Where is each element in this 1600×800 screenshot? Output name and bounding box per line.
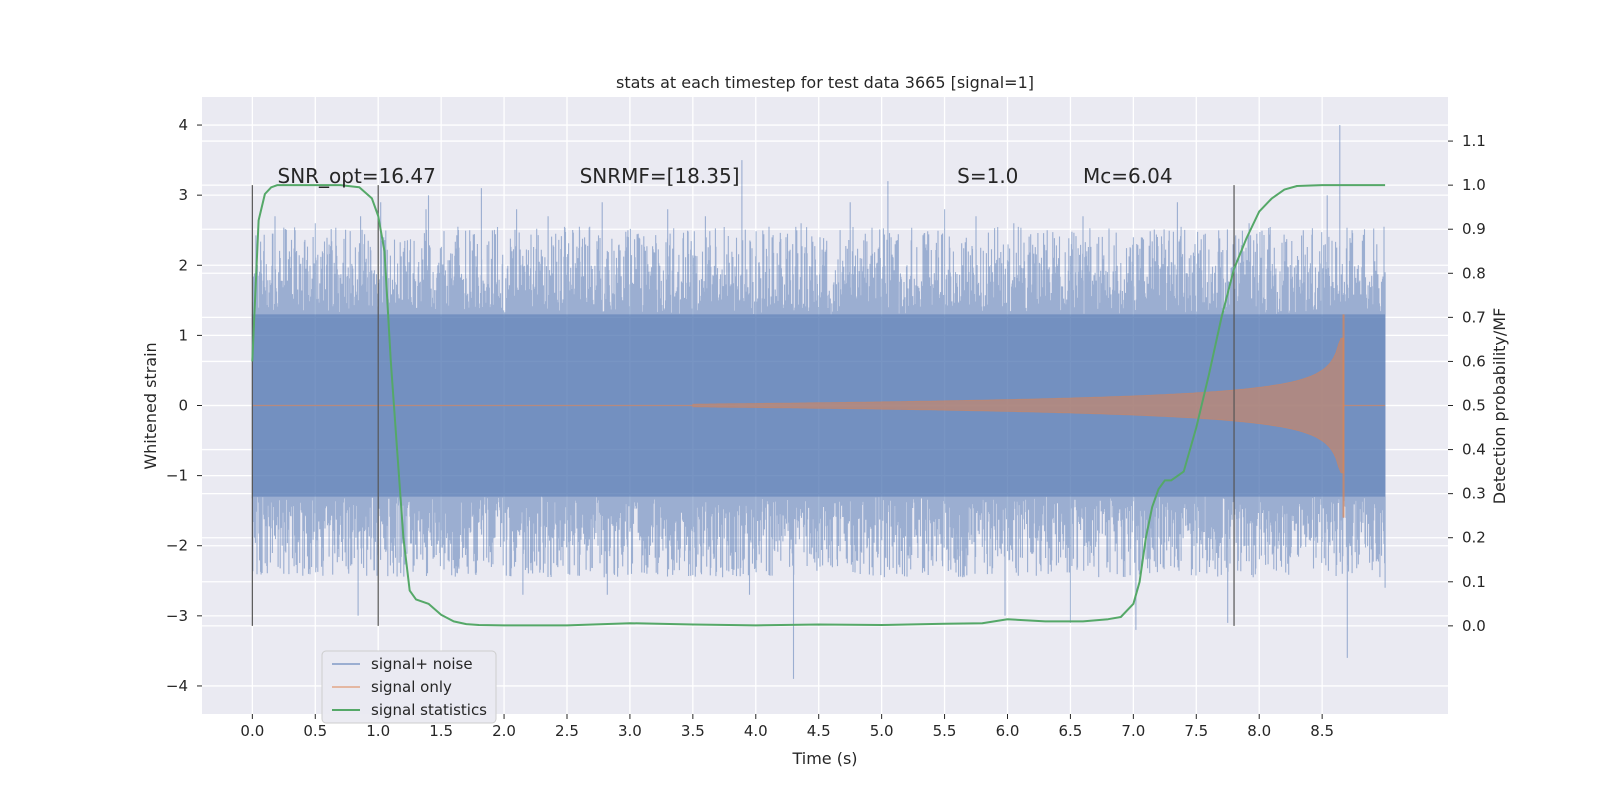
y-tick-label-8: −4 xyxy=(166,677,188,695)
series-signal-statistics xyxy=(251,184,1386,627)
series-signal-only xyxy=(252,314,1386,518)
y2-tick-label-4: 0.7 xyxy=(1462,308,1486,326)
annotation-2: S=1.0 xyxy=(957,164,1018,188)
y-tick-label-2: 2 xyxy=(178,256,188,274)
legend-box xyxy=(321,650,497,724)
legend-label-signal-only: signal only xyxy=(371,678,452,696)
x-tick-label-3: 1.5 xyxy=(429,722,453,740)
y-tick-label-7: −3 xyxy=(166,607,188,625)
y2-tick-label-5: 0.6 xyxy=(1462,352,1486,370)
annotation-0: SNR_opt=16.47 xyxy=(278,164,436,188)
y-axis-ticks: 4 3 2 1 0 −1 −2 −3 −4 xyxy=(166,116,202,695)
x-tick-label-8: 4.0 xyxy=(744,722,768,740)
stats-line xyxy=(251,184,1386,627)
x-tick-label-5: 2.5 xyxy=(555,722,579,740)
y2-tick-label-10: 0.1 xyxy=(1462,573,1486,591)
x-tick-label-16: 8.0 xyxy=(1247,722,1271,740)
y-axis-label: Whitened strain xyxy=(141,342,160,469)
x-tick-label-17: 8.5 xyxy=(1310,722,1334,740)
y2-tick-label-1: 1.0 xyxy=(1462,176,1486,194)
x-axis-label: Time (s) xyxy=(791,749,857,768)
y2-tick-label-9: 0.2 xyxy=(1462,529,1486,547)
x-tick-label-6: 3.0 xyxy=(618,722,642,740)
x-tick-label-13: 6.5 xyxy=(1058,722,1082,740)
vertical-markers xyxy=(251,185,1235,626)
x-tick-label-4: 2.0 xyxy=(492,722,516,740)
y-tick-label-3: 1 xyxy=(178,326,188,344)
legend-label-signal-statistics: signal statistics xyxy=(371,701,487,719)
x-tick-label-9: 4.5 xyxy=(807,722,831,740)
y2-tick-label-11: 0.0 xyxy=(1462,617,1486,635)
x-tick-label-11: 5.5 xyxy=(933,722,957,740)
x-tick-label-10: 5.0 xyxy=(870,722,894,740)
y2-tick-label-8: 0.3 xyxy=(1462,485,1486,503)
annotation-1: SNRMF=[18.35] xyxy=(580,164,740,188)
x-tick-label-12: 6.0 xyxy=(996,722,1020,740)
legend-label-signal-noise: signal+ noise xyxy=(371,655,473,673)
annotations: SNR_opt=16.47 SNRMF=[18.35] S=1.0 Mc=6.04 xyxy=(278,164,1173,188)
y2-tick-label-2: 0.9 xyxy=(1462,220,1486,238)
y-tick-label-6: −2 xyxy=(166,537,188,555)
y2-tick-label-3: 0.8 xyxy=(1462,264,1486,282)
chart-title: stats at each timestep for test data 366… xyxy=(616,73,1034,92)
x-tick-label-2: 1.0 xyxy=(366,722,390,740)
y-tick-label-5: −1 xyxy=(166,467,188,485)
y2-axis-ticks: 1.1 1.0 0.9 0.8 0.7 0.6 0.5 0.4 0.3 0.2 0.1 0.0 xyxy=(1448,132,1486,635)
y2-tick-label-0: 1.1 xyxy=(1462,132,1486,150)
y-tick-label-0: 4 xyxy=(178,116,188,134)
x-tick-label-14: 7.0 xyxy=(1121,722,1145,740)
legend: signal+ noise signal only signal statist… xyxy=(321,650,497,724)
x-tick-label-7: 3.5 xyxy=(681,722,705,740)
y-tick-label-1: 3 xyxy=(178,186,188,204)
annotation-3: Mc=6.04 xyxy=(1083,164,1173,188)
x-tick-label-0: 0.0 xyxy=(240,722,264,740)
x-axis-ticks: 0.0 0.5 1.0 1.5 2.0 2.5 3.0 3.5 4.0 4.5 5.0 5.5 6.0 6… xyxy=(240,714,1334,740)
y2-axis-label: Detection probability/MF xyxy=(1490,308,1509,505)
x-tick-label-1: 0.5 xyxy=(303,722,327,740)
y2-tick-label-6: 0.5 xyxy=(1462,397,1486,415)
y-tick-label-4: 0 xyxy=(178,397,188,415)
x-tick-label-15: 7.5 xyxy=(1184,722,1208,740)
y2-tick-label-7: 0.4 xyxy=(1462,441,1486,459)
